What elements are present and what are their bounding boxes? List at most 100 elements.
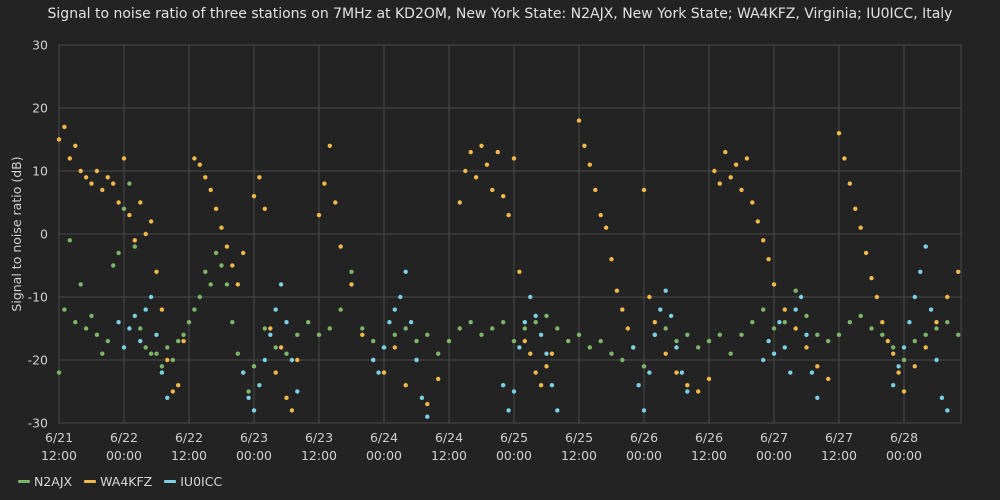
data-point <box>538 332 544 337</box>
data-point <box>717 181 722 186</box>
data-point <box>712 168 717 174</box>
data-point <box>473 175 479 180</box>
data-point <box>685 332 690 337</box>
data-point <box>414 357 419 363</box>
data-point <box>782 345 787 350</box>
legend-item-wa4kfz[interactable]: WA4KFZ <box>84 474 152 489</box>
data-point <box>804 332 809 337</box>
data-point <box>869 275 874 281</box>
data-point <box>398 294 403 300</box>
data-point <box>121 345 127 350</box>
data-point <box>284 351 289 356</box>
data-point <box>360 326 365 331</box>
data-point <box>668 313 674 319</box>
data-point <box>891 345 896 350</box>
data-point <box>165 395 170 400</box>
data-point <box>603 225 609 230</box>
data-point <box>148 294 154 300</box>
data-point <box>901 357 907 363</box>
data-point <box>419 395 425 400</box>
x-tick-label: 00:00 <box>496 448 532 463</box>
data-point <box>241 370 246 375</box>
data-point <box>901 345 907 350</box>
data-point <box>549 383 555 388</box>
data-point <box>208 187 213 193</box>
x-axis-ticks: 6/21 12:00 6/22 00:00 6/22 12:00 6/23 00:00 6/23… <box>41 430 922 463</box>
data-point <box>847 320 852 325</box>
data-point <box>853 206 858 211</box>
data-point <box>208 282 213 287</box>
x-tick-label: 6/26 <box>695 430 723 445</box>
data-point <box>121 156 127 161</box>
data-point <box>446 338 452 344</box>
data-point <box>468 320 473 325</box>
legend-item-n2ajx[interactable]: N2AJX <box>18 474 72 489</box>
data-point <box>425 401 430 407</box>
data-point <box>945 294 950 300</box>
x-tick-label: 00:00 <box>366 448 402 463</box>
x-tick-label: 12:00 <box>561 448 597 463</box>
data-point <box>815 395 820 400</box>
data-point <box>528 351 533 356</box>
data-point <box>387 320 392 325</box>
data-point <box>739 187 744 193</box>
data-point <box>511 389 517 394</box>
data-point <box>154 351 159 356</box>
data-point <box>490 187 495 193</box>
data-point <box>213 206 219 211</box>
legend-swatch <box>164 480 177 483</box>
data-point <box>436 351 441 356</box>
data-point <box>67 238 73 243</box>
data-point <box>652 320 657 325</box>
data-point <box>761 307 766 312</box>
data-point <box>273 307 278 312</box>
data-point <box>62 124 67 130</box>
data-point <box>674 370 679 375</box>
x-tick-label: 00:00 <box>106 448 142 463</box>
data-point <box>235 282 240 287</box>
data-point <box>522 320 527 325</box>
data-point <box>891 351 896 356</box>
data-point <box>901 389 907 394</box>
data-point <box>192 156 197 161</box>
data-point <box>295 332 300 337</box>
data-point <box>403 326 408 331</box>
y-tick-label: 0 <box>40 227 48 242</box>
data-point <box>62 307 67 312</box>
data-point <box>67 156 73 161</box>
data-point <box>408 320 414 325</box>
x-tick-label: 6/22 <box>110 430 138 445</box>
data-point <box>755 219 760 224</box>
data-point <box>598 338 603 344</box>
data-point <box>246 395 251 400</box>
data-point <box>641 408 647 413</box>
data-point <box>945 408 950 413</box>
data-point <box>116 200 121 205</box>
data-point <box>620 307 625 312</box>
data-point <box>685 389 690 394</box>
x-tick-label: 6/23 <box>240 430 268 445</box>
data-point <box>83 175 89 180</box>
data-point <box>127 181 132 186</box>
data-point <box>273 370 278 375</box>
data-point <box>576 118 582 123</box>
legend-item-iu0icc[interactable]: IU0ICC <box>164 474 222 489</box>
data-point <box>766 338 771 344</box>
data-point <box>912 338 917 344</box>
data-point <box>127 212 132 218</box>
x-tick-label: 12:00 <box>301 448 337 463</box>
data-point <box>956 269 961 274</box>
data-point <box>555 326 560 331</box>
data-point <box>176 383 181 388</box>
data-point <box>479 332 484 337</box>
data-point <box>463 168 468 174</box>
data-point <box>257 175 262 180</box>
data-point <box>121 206 127 211</box>
data-point <box>457 200 462 205</box>
legend[interactable]: N2AJX WA4KFZ IU0ICC <box>18 474 222 489</box>
data-point <box>744 156 750 161</box>
data-point <box>912 364 917 369</box>
data-point <box>94 168 100 174</box>
chart-title: Signal to noise ratio of three stations … <box>47 6 953 22</box>
data-point <box>284 320 289 325</box>
